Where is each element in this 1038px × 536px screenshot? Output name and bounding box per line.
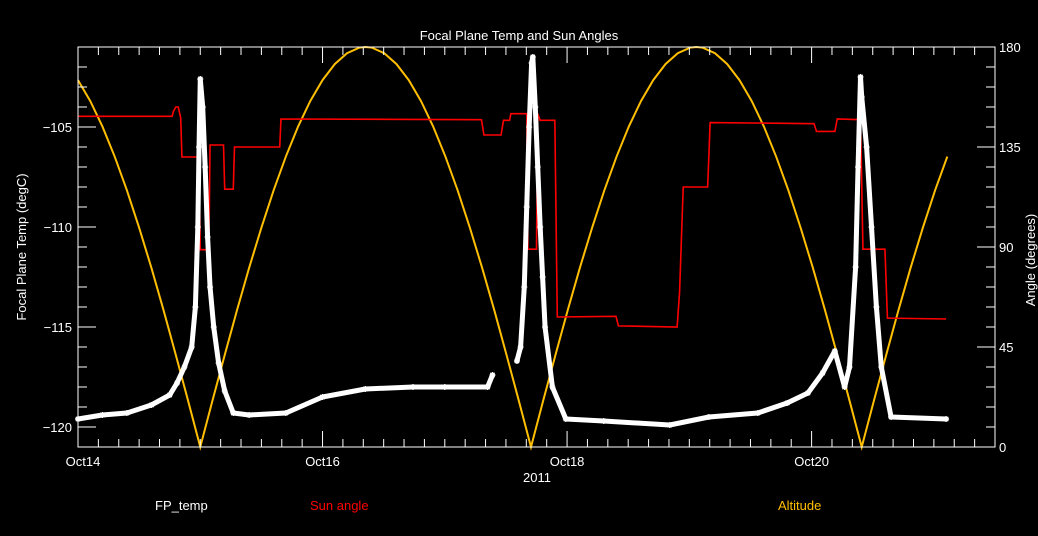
fp-temp-point	[888, 414, 895, 420]
series-layer	[75, 45, 950, 451]
y-tick-label-right: 180	[999, 40, 1021, 55]
fp-temp-point	[194, 224, 201, 230]
fp-temp-point	[230, 410, 237, 416]
fp-temp-point	[441, 384, 448, 390]
fp-temp-point	[197, 76, 204, 82]
fp-temp-point	[532, 104, 539, 110]
fp-temp-point	[513, 358, 520, 364]
x-tick-label: Oct14	[66, 454, 101, 469]
fp-temp-point	[526, 124, 533, 130]
fp-temp-point	[221, 388, 228, 394]
x-axis-label: 2011	[523, 470, 551, 485]
y-tick-label-right: 0	[999, 440, 1006, 455]
axes-ticks: Oct14 Oct16 Oct18 Oct20 −105 −110 −115 −120 0 45 9…	[43, 40, 1021, 469]
fp-temp-point	[841, 384, 848, 390]
fp-temp-point	[600, 418, 607, 424]
fp-temp-point	[855, 164, 862, 170]
y-axis-label-left: Focal Plane Temp (degC)	[14, 173, 29, 320]
fp-temp-point	[319, 394, 326, 400]
fp-temp-point	[873, 304, 880, 310]
y-tick-label-right: 90	[999, 240, 1013, 255]
x-tick-label: Oct18	[550, 454, 585, 469]
fp-temp-point	[181, 364, 188, 370]
fp-temp-point	[196, 144, 203, 150]
fp-temp-point	[852, 264, 859, 270]
fp-temp-point	[534, 164, 541, 170]
fp-temp-point	[858, 94, 865, 100]
fp-temp-point	[542, 324, 549, 330]
fp-temp-point	[166, 392, 173, 398]
fp-temp-point	[362, 386, 369, 392]
fp-temp-point	[215, 360, 222, 366]
fp-temp-point	[174, 380, 181, 386]
fp-temp-point	[878, 364, 885, 370]
fp-temp-point	[202, 164, 209, 170]
y-tick-label-right: 135	[999, 140, 1021, 155]
fp-temp-point	[528, 60, 535, 66]
y-tick-label-left: −110	[44, 220, 72, 235]
fp-temp-point	[210, 324, 217, 330]
fp-temp-point	[705, 414, 712, 420]
fp-temp-point	[521, 284, 528, 290]
fp-temp-point	[666, 422, 673, 428]
fp-temp-point	[517, 344, 524, 350]
fp-temp-point	[863, 144, 870, 150]
fp-temp-point	[188, 344, 195, 350]
fp-temp-point	[784, 400, 791, 406]
x-tick-label: Oct16	[305, 454, 340, 469]
fp-temp-point	[199, 104, 206, 110]
fp-temp-point	[857, 74, 864, 80]
legend-fp-temp: FP_temp	[155, 498, 208, 513]
fp-temp-point	[943, 416, 950, 422]
chart-title: Focal Plane Temp and Sun Angles	[420, 28, 619, 43]
fp-temp-point	[868, 224, 875, 230]
y-tick-label-left: −115	[44, 320, 72, 335]
fp-temp-point	[846, 364, 853, 370]
y-axis-label-right: Angle (degrees)	[1023, 214, 1038, 307]
fp-temp-point	[489, 372, 496, 378]
fp-temp-point	[831, 348, 838, 354]
fp-temp-point	[207, 284, 214, 290]
fp-temp-point	[819, 370, 826, 376]
fp-temp-point	[549, 384, 556, 390]
fp-temp-point	[804, 390, 811, 396]
fp-temp-point	[529, 54, 536, 60]
fp-temp-point	[192, 304, 199, 310]
fp-temp-band	[514, 54, 949, 428]
x-tick-label: Oct20	[794, 454, 829, 469]
fp-temp-point	[410, 384, 417, 390]
fp-temp-point	[204, 234, 211, 240]
fp-temp-point	[484, 384, 491, 390]
fp-temp-point	[123, 410, 130, 416]
fp-temp-point	[539, 274, 546, 280]
fp-temp-point	[99, 412, 106, 418]
fp-temp-point	[148, 402, 155, 408]
fp-temp-point	[562, 416, 569, 422]
fp-temp-point	[754, 410, 761, 416]
fp-temp-point	[537, 224, 544, 230]
legend: FP_temp Sun angle Altitude	[155, 498, 821, 513]
fp-temp-point	[282, 410, 289, 416]
fp-temp-band	[75, 76, 495, 422]
legend-sun-angle: Sun angle	[310, 498, 369, 513]
altitude-line	[77, 45, 949, 451]
y-tick-label-left: −120	[43, 420, 72, 435]
y-tick-label-right: 45	[999, 340, 1013, 355]
fp-temp-point	[246, 412, 253, 418]
y-tick-label-left: −105	[43, 120, 72, 135]
fp-temp-point	[523, 204, 530, 210]
legend-altitude: Altitude	[778, 498, 821, 513]
